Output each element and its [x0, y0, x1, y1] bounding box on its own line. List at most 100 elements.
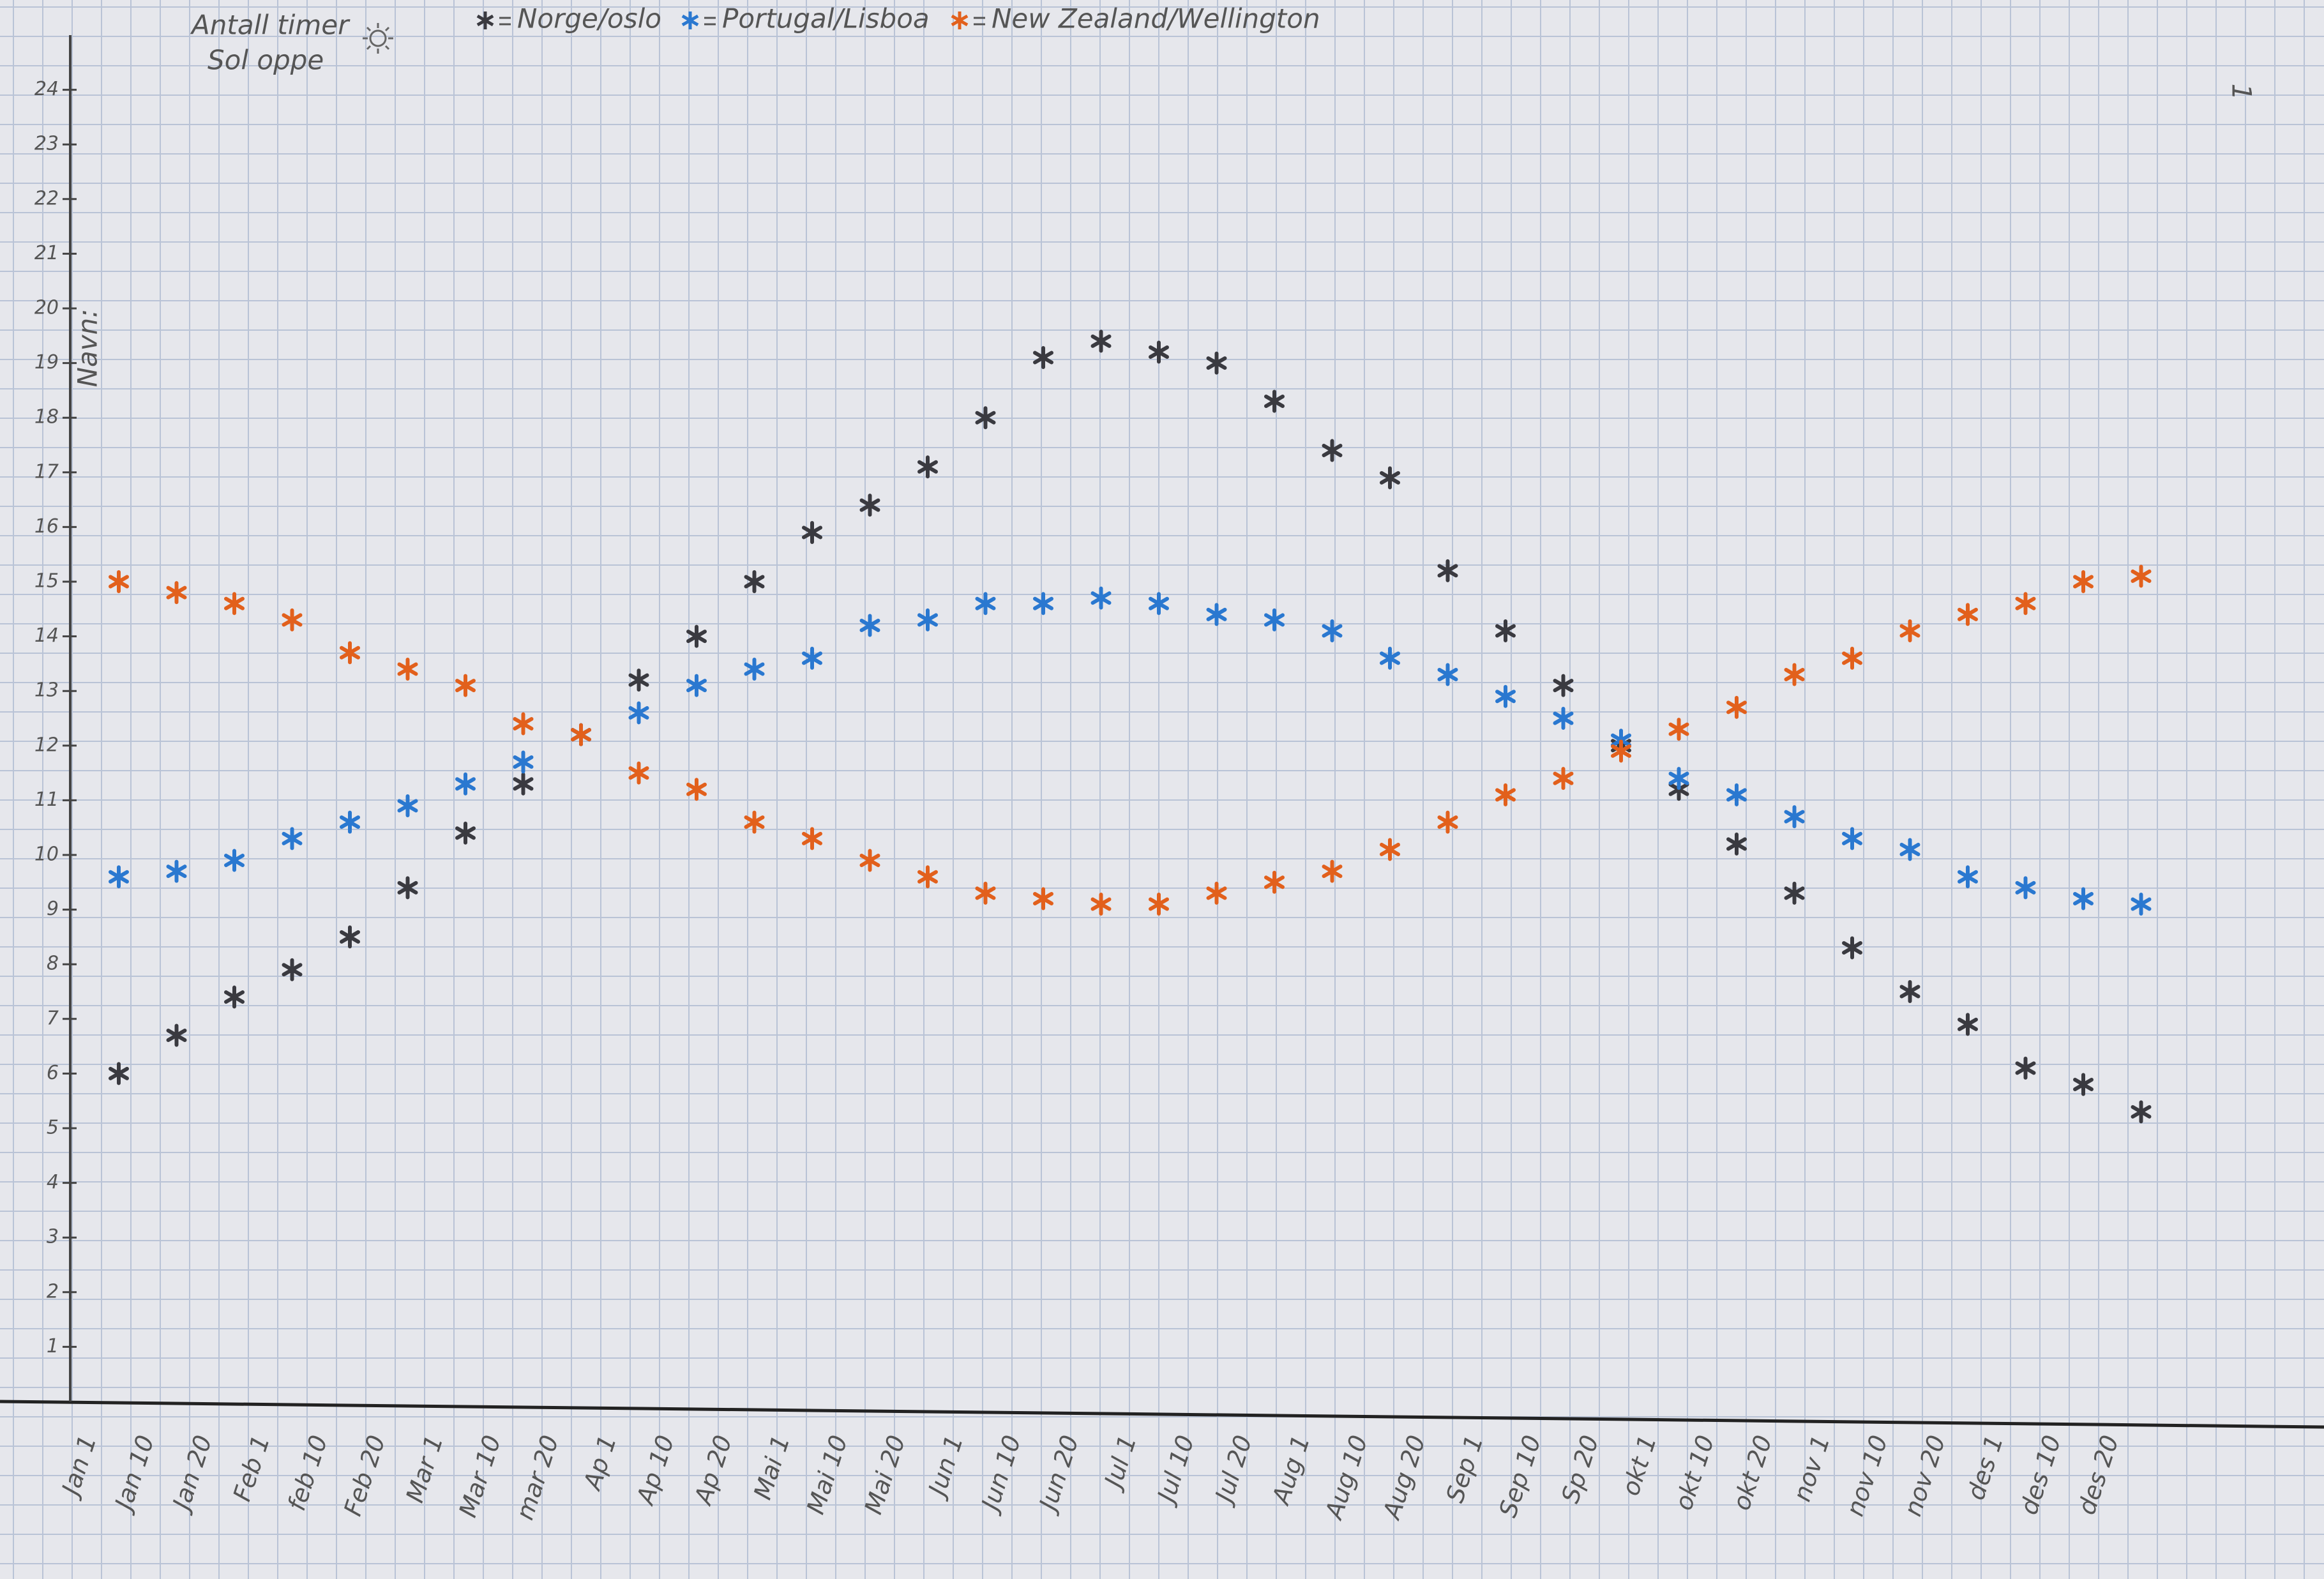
point: [2131, 893, 2152, 916]
legend-equals: [974, 17, 985, 26]
point: [1206, 881, 1227, 905]
x-tick-label: Mar 10: [453, 1432, 506, 1520]
point: [1553, 674, 1574, 697]
point: [224, 849, 245, 872]
point: [1264, 870, 1285, 894]
y-label-line: Sol oppe: [207, 45, 324, 76]
point: [1380, 466, 1400, 490]
x-tick-label: Mar 1: [400, 1432, 448, 1506]
point: [1149, 893, 1169, 916]
x-tick-label: Sp 20: [1556, 1432, 1604, 1506]
point: [802, 520, 822, 544]
point: [1842, 646, 1862, 670]
y-tick-label: 8: [47, 953, 59, 975]
point: [1264, 608, 1285, 631]
x-tick-label: Jan 20: [166, 1432, 218, 1516]
x-tick-label: okt 1: [1616, 1432, 1662, 1499]
y-tick-label: 12: [34, 734, 59, 756]
point: [802, 646, 822, 670]
point: [2015, 592, 2036, 616]
y-tick-label: 3: [47, 1226, 59, 1248]
point: [2073, 1073, 2094, 1096]
x-tick-label: Jul 10: [1151, 1432, 1200, 1509]
x-tick-label: Feb 1: [228, 1432, 275, 1504]
point: [1206, 351, 1227, 375]
y-tick-label: 19: [34, 351, 59, 374]
point: [917, 608, 938, 631]
point: [802, 827, 822, 850]
point: [1553, 767, 1574, 790]
point: [744, 570, 765, 593]
point: [1668, 718, 1689, 741]
legend-label: Norge/oslo: [517, 3, 661, 34]
y-tick-label: 11: [34, 789, 59, 811]
y-tick-label: 24: [34, 78, 59, 100]
point: [859, 849, 880, 872]
y-tick-label: 18: [34, 406, 59, 428]
point: [513, 750, 534, 774]
page-number: 1: [2226, 84, 2258, 101]
point: [744, 657, 765, 681]
point: [2131, 1100, 2152, 1124]
point: [2131, 564, 2152, 588]
y-tick-label: 23: [34, 133, 59, 155]
legend-label: Portugal/Lisboa: [722, 3, 930, 34]
legend-label: New Zealand/Wellington: [992, 3, 1320, 34]
x-tick-label: Jan 1: [55, 1432, 102, 1502]
x-tick-label: Sep 10: [1493, 1432, 1546, 1520]
point: [224, 592, 245, 616]
point: [455, 674, 476, 697]
point: [455, 772, 476, 796]
point: [1264, 389, 1285, 413]
point: [1033, 592, 1053, 616]
point: [1784, 805, 1805, 829]
point: [1726, 832, 1747, 856]
x-tick-label: Feb 20: [338, 1432, 391, 1519]
x-tick-label: des 20: [2072, 1432, 2124, 1518]
y-label-line: Antall timer: [190, 10, 351, 41]
point: [513, 712, 534, 736]
point: [2073, 887, 2094, 910]
y-tick-label: 14: [34, 624, 59, 647]
point: [340, 810, 360, 834]
y-tick-label: 4: [47, 1171, 59, 1193]
point: [975, 881, 996, 905]
point: [1033, 346, 1053, 370]
y-tick-label: 21: [34, 242, 59, 264]
y-tick-label: 20: [34, 297, 59, 319]
point: [571, 723, 591, 746]
point: [1726, 783, 1747, 806]
point: [166, 581, 187, 605]
x-tick-label: nov 1: [1788, 1432, 1836, 1504]
point: [975, 592, 996, 616]
point: [455, 821, 476, 845]
legend-equals: [499, 17, 511, 26]
legend-marker: [476, 11, 494, 29]
point: [1958, 1013, 1978, 1036]
point: [1380, 646, 1400, 670]
point: [1495, 684, 1516, 708]
legend-marker: [951, 11, 969, 29]
point: [628, 761, 649, 785]
point: [2073, 570, 2094, 593]
point: [686, 624, 707, 648]
point: [2015, 1056, 2036, 1080]
x-tick-label: Sep 1: [1440, 1432, 1488, 1506]
point: [1842, 936, 1862, 960]
point: [1090, 586, 1112, 610]
y-tick-label: 7: [47, 1007, 59, 1029]
x-tick-label: Ap 10: [631, 1432, 680, 1509]
point: [1149, 340, 1169, 364]
point: [859, 494, 880, 517]
point: [1611, 739, 1631, 763]
x-tick-label: Aug 1: [1266, 1432, 1315, 1509]
point: [975, 406, 996, 430]
x-tick-label: nov 10: [1841, 1432, 1893, 1519]
point: [859, 614, 880, 637]
y-tick-label: 17: [34, 460, 59, 483]
x-tick-label: okt 20: [1727, 1432, 1777, 1513]
point: [1206, 603, 1227, 626]
x-tick-label: Jun 1: [921, 1432, 969, 1502]
x-tick-label: des 1: [1961, 1432, 2009, 1503]
x-tick-label: Aug 10: [1319, 1432, 1373, 1524]
